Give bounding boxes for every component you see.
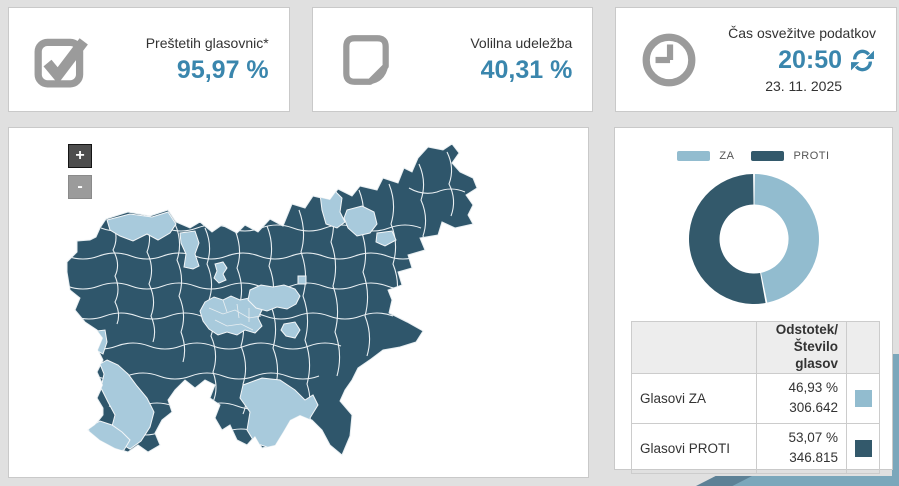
map-region-za[interactable] (213, 261, 228, 284)
map-region-za[interactable] (375, 230, 397, 247)
checkbox-icon (34, 37, 88, 87)
row-label: Glasovi ZA (631, 372, 757, 424)
decor-ribbon-bottom (699, 476, 899, 486)
row-label: Glasovi PROTI (631, 422, 757, 474)
results-table: Odstotek/ Število glasov Glasovi ZA 46,9… (631, 321, 880, 474)
card-refresh-time: Čas osvežitve podatkov 20:50 23. 11. 202… (615, 7, 898, 112)
card-value: 40,31 % (480, 55, 573, 84)
row-values: 46,93 % 306.642 (756, 372, 847, 424)
map-region-za[interactable] (179, 230, 200, 270)
map-region-za[interactable] (343, 205, 378, 237)
map-region-za[interactable] (297, 275, 307, 285)
legend-label-za[interactable]: ZA (719, 150, 735, 162)
refresh-icon[interactable] (849, 48, 876, 73)
chart-legend: ZA PROTI (615, 128, 892, 162)
table-header-swatch (846, 321, 880, 374)
legend-swatch-proti[interactable] (751, 151, 785, 161)
map-region-za[interactable] (319, 189, 346, 229)
map-zoom-controls: + - (68, 144, 92, 199)
table-row-proti: Glasovi PROTI 53,07 % 346.815 (631, 422, 880, 474)
za-color-swatch (854, 389, 872, 407)
document-icon (342, 34, 389, 85)
map-region-za[interactable] (247, 284, 301, 312)
proti-color-swatch (854, 439, 872, 457)
legend-swatch-za[interactable] (677, 151, 711, 161)
map-region-za[interactable] (199, 295, 263, 336)
decor-ribbon-right (892, 354, 899, 486)
donut-chart (688, 174, 819, 304)
refresh-date: 23. 11. 2025 (765, 78, 843, 94)
results-panel: ZA PROTI Odstotek/ Število glasov Glasov… (614, 127, 893, 474)
row-values: 53,07 % 346.815 (756, 422, 847, 474)
card-label: Preštetih glasovnic* (145, 34, 269, 51)
slovenia-municipalities-map[interactable] (9, 128, 588, 477)
donut-segment-proti[interactable] (688, 174, 766, 304)
table-row-za: Glasovi ZA 46,93 % 306.642 (631, 372, 880, 424)
donut-segment-za[interactable] (753, 174, 819, 303)
stat-cards-row: Preštetih glasovnic* 95,97 % Volilna ude… (8, 7, 898, 112)
map-zoom-in-button[interactable]: + (68, 144, 92, 168)
card-label: Čas osvežitve podatkov (728, 25, 877, 41)
map-region-za[interactable] (280, 321, 301, 339)
map-panel: + - (8, 127, 589, 478)
map-region-za[interactable] (106, 211, 177, 242)
card-turnout: Volilna udeležba 40,31 % (311, 7, 594, 112)
card-counted-ballots: Preštetih glasovnic* 95,97 % (8, 7, 290, 112)
refresh-time-value: 20:50 (778, 46, 843, 74)
card-label: Volilna udeležba (470, 34, 573, 51)
table-header-row: Odstotek/ Število glasov (631, 321, 880, 374)
row-swatch-cell (846, 422, 880, 474)
table-header-percent-votes: Odstotek/ Število glasov (756, 321, 847, 374)
table-header-empty (631, 321, 757, 374)
map-zoom-out-button[interactable]: - (68, 175, 92, 199)
clock-icon (642, 33, 696, 86)
card-value: 95,97 % (176, 55, 269, 84)
decor-ribbon-dark (696, 476, 752, 486)
legend-label-proti[interactable]: PROTI (793, 150, 830, 162)
row-swatch-cell (846, 372, 880, 424)
